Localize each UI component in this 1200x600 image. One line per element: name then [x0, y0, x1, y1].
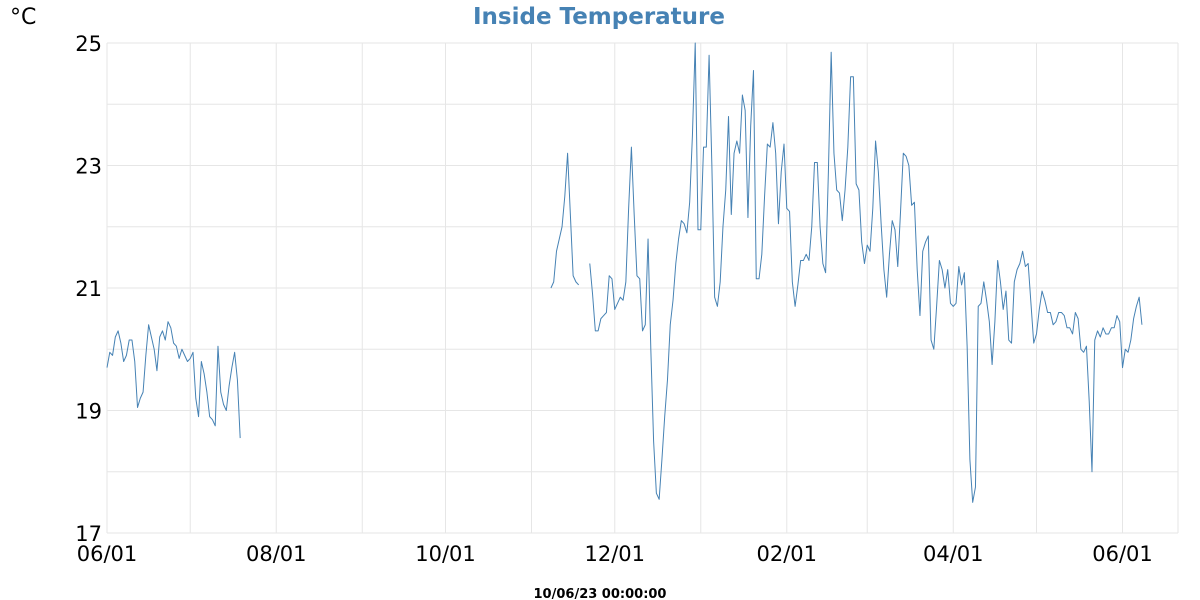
temperature-series	[106, 42, 1143, 503]
x-tick-label: 10/01	[415, 542, 476, 566]
x-tick-label: 08/01	[246, 542, 307, 566]
grid	[106, 42, 1179, 534]
series-line-segment	[589, 42, 1143, 503]
y-axis-unit-label: °C	[10, 5, 36, 30]
x-tick-label: 04/01	[923, 542, 984, 566]
series-line-segment	[550, 152, 580, 289]
axis-ticks: 17 19 21 23 25 06/01 08/01 10/01 12/01 02/01 04/01…	[75, 32, 1153, 566]
chart-title: Inside Temperature	[473, 4, 725, 30]
y-tick-label: 19	[75, 400, 102, 424]
y-tick-label: 23	[75, 155, 102, 179]
y-tick-label: 17	[75, 522, 102, 546]
x-tick-label: 12/01	[584, 542, 645, 566]
x-tick-label: 06/01	[1092, 542, 1153, 566]
x-tick-label: 02/01	[757, 542, 818, 566]
timestamp-footer: 10/06/23 00:00:00	[534, 587, 667, 600]
series-line-segment	[106, 321, 241, 439]
y-tick-label: 25	[75, 32, 102, 56]
y-tick-label: 21	[75, 277, 102, 301]
x-tick-label: 06/01	[77, 542, 138, 566]
